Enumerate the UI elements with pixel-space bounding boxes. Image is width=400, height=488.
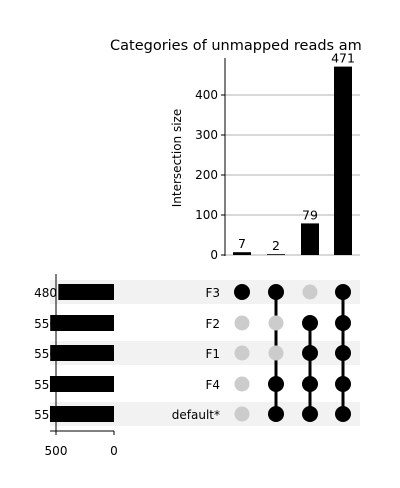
- set-size-bar-value-label: 550: [34, 347, 57, 361]
- intersection-bar: [233, 252, 251, 255]
- set-size-bar-value-label: 552: [34, 378, 57, 392]
- matrix-dot-active: [302, 376, 318, 392]
- set-size-axis: 500 0: [45, 274, 118, 458]
- set-size-bar-value-label: 480: [34, 286, 57, 300]
- matrix-dot-active: [302, 345, 318, 361]
- set-size-x-tick-label: 0: [110, 444, 118, 458]
- intersection-y-tick-label: 400: [195, 88, 218, 102]
- matrix-dot-active: [268, 406, 284, 422]
- intersection-y-tick-label: 200: [195, 168, 218, 182]
- set-labels-layer: F3 F2 F1 F4 default*: [172, 286, 220, 422]
- matrix-layer: [234, 284, 351, 422]
- set-size-bar: [49, 376, 114, 392]
- matrix-dot-inactive: [302, 284, 318, 300]
- matrix-dot-inactive: [268, 345, 284, 361]
- intersection-y-axis-label: Intersection size: [170, 109, 184, 207]
- intersection-bar: [267, 254, 285, 255]
- matrix-dot-active: [335, 284, 351, 300]
- set-size-x-tick-label: 500: [45, 444, 68, 458]
- intersection-y-tick-label: 100: [195, 208, 218, 222]
- matrix-dot-active: [268, 284, 284, 300]
- set-size-bar: [58, 284, 114, 300]
- intersection-bar-value-label: 2: [272, 238, 280, 253]
- matrix-dot-active: [335, 315, 351, 331]
- intersection-bars-layer: 7 2 79 471: [233, 51, 355, 255]
- set-label: F3: [205, 286, 220, 300]
- matrix-dot-inactive: [234, 315, 250, 331]
- matrix-dot-inactive: [234, 376, 250, 392]
- set-label: F4: [205, 378, 220, 392]
- set-size-bar: [50, 315, 114, 331]
- matrix-dot-inactive: [234, 345, 250, 361]
- matrix-dot-active: [234, 284, 250, 300]
- intersection-axis: 0 100 200 300 400: [195, 58, 226, 262]
- set-size-bar-value-label: 550: [34, 317, 57, 331]
- set-size-bar: [50, 345, 114, 361]
- intersection-bar: [301, 223, 319, 255]
- set-label: F2: [205, 317, 220, 331]
- matrix-dot-inactive: [268, 315, 284, 331]
- matrix-dot-active: [268, 376, 284, 392]
- matrix-dot-inactive: [234, 406, 250, 422]
- matrix-dot-active: [302, 406, 318, 422]
- intersection-bar: [334, 66, 352, 255]
- intersection-bar-value-label: 79: [302, 207, 318, 222]
- intersection-y-tick-label: 0: [210, 248, 218, 262]
- intersection-y-tick-label: 300: [195, 128, 218, 142]
- set-label: F1: [205, 347, 220, 361]
- intersection-bar-value-label: 7: [238, 236, 246, 251]
- set-size-bar: [49, 406, 114, 422]
- matrix-dot-active: [335, 345, 351, 361]
- set-size-bar-value-label: 552: [34, 408, 57, 422]
- set-size-bars-layer: 480 550 550 552 552: [34, 284, 114, 422]
- intersection-bar-value-label: 471: [331, 51, 355, 66]
- chart-title: Categories of unmapped reads am: [110, 38, 362, 54]
- matrix-dot-active: [335, 376, 351, 392]
- set-label: default*: [172, 408, 220, 422]
- matrix-dot-active: [335, 406, 351, 422]
- matrix-dot-active: [302, 315, 318, 331]
